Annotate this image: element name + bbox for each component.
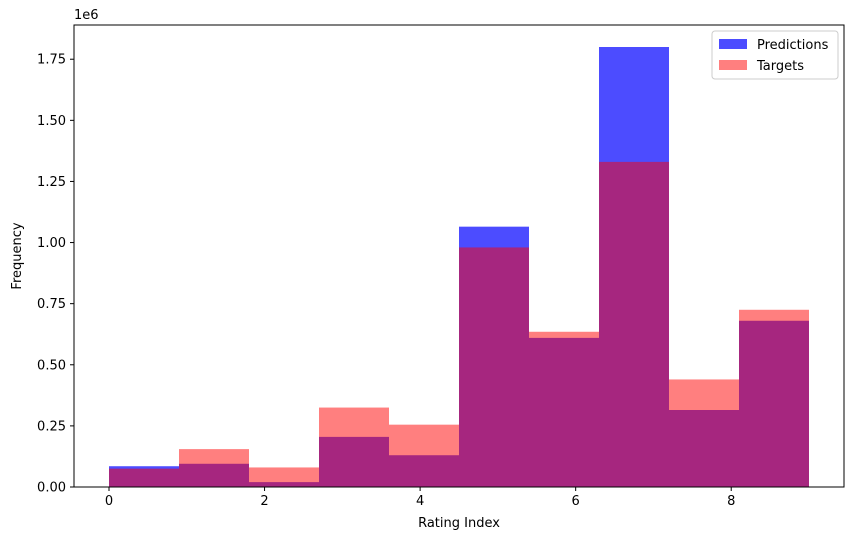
y-axis: 0.00 0.25 0.50 0.75 1.00 1.25 1.50 1.75 [37,53,74,496]
y-tick-label: 1.75 [37,53,66,68]
x-axis-title: Rating Index [418,516,500,531]
bar-targets-7 [599,161,669,487]
bar-targets-6 [529,331,599,487]
y-tick-label: 1.50 [37,114,66,129]
bar-targets-8 [669,379,739,487]
bar-targets-2 [249,467,319,487]
y-tick-label: 0.00 [37,481,66,496]
y-tick-label: 1.25 [37,175,66,190]
x-tick-label: 4 [416,494,424,509]
bar-targets-9 [739,309,809,487]
bar-targets-0 [109,468,179,487]
plot-frame [73,24,845,488]
x-tick-label: 2 [260,494,268,509]
x-axis: 0 2 4 6 8 [105,487,735,509]
bars-layer [109,47,809,487]
legend: Predictions Targets [711,30,839,80]
x-tick-label: 6 [572,494,580,509]
bar-targets-1 [179,449,249,487]
y-tick-label: 1.00 [37,236,66,251]
legend-swatch-predictions [719,39,747,49]
legend-label-targets: Targets [756,59,804,74]
y-tick-label: 0.50 [37,358,66,373]
bar-targets-3 [319,407,389,487]
legend-swatch-targets [719,60,747,70]
bar-targets-4 [389,424,459,487]
x-tick-label: 8 [727,494,735,509]
y-tick-label: 0.75 [37,297,66,312]
legend-label-predictions: Predictions [757,38,829,53]
y-offset-text: 1e6 [74,8,99,23]
y-axis-title: Frequency [10,222,25,289]
bar-targets-5 [459,247,529,487]
x-tick-label: 0 [105,494,113,509]
y-tick-label: 0.25 [37,419,66,434]
